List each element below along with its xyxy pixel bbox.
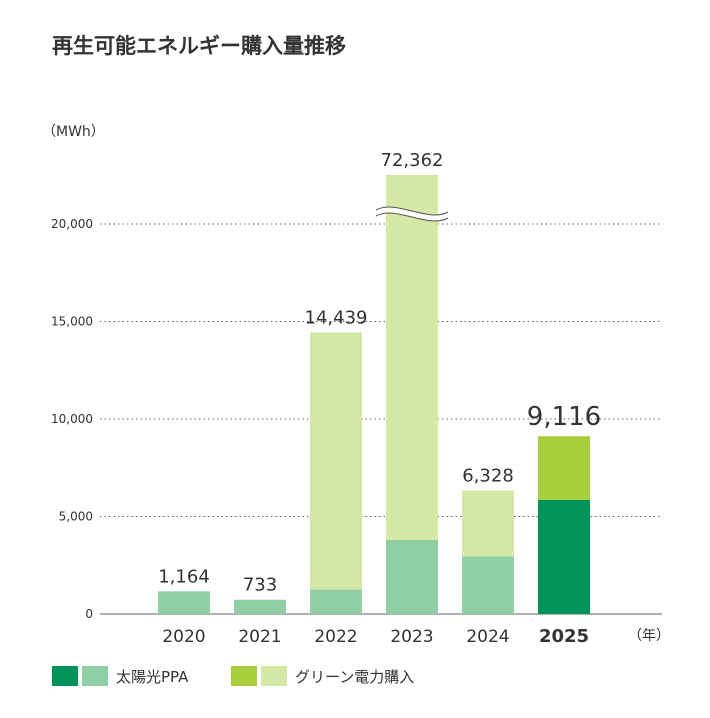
x-axis-ticks: 2020 2021 2022 2023 2024 2025 — [162, 626, 589, 647]
bar-segment — [234, 599, 286, 614]
x-tick-label: 2023 — [390, 627, 433, 647]
bar-segment — [462, 490, 514, 557]
bars — [158, 175, 590, 614]
y-tick-label: 5,000 — [59, 510, 93, 524]
x-tick-label: 2024 — [466, 627, 509, 647]
data-labels: 1,164 733 14,439 72,362 6,328 9,116 — [158, 150, 601, 596]
y-tick-label: 15,000 — [51, 315, 93, 329]
legend-label: 太陽光PPA — [116, 668, 189, 686]
legend-swatch — [231, 666, 257, 686]
chart-title: 再生可能エネルギー購入量推移 — [52, 34, 346, 58]
bar-segment — [462, 556, 514, 614]
data-label: 6,328 — [462, 466, 514, 487]
y-tick-label: 20,000 — [51, 217, 93, 231]
legend-item: 太陽光PPA — [52, 666, 189, 686]
axis-break-line — [375, 212, 449, 222]
bar-segment — [538, 436, 590, 500]
bar-segment — [158, 591, 210, 614]
data-label: 14,439 — [305, 307, 368, 328]
legend-swatch — [52, 666, 78, 686]
bar-segment — [310, 332, 362, 590]
x-axis-unit: （年） — [628, 628, 670, 644]
y-axis-unit: （MWh） — [42, 124, 105, 140]
x-tick-label: 2021 — [238, 627, 281, 647]
axis-break-line — [375, 206, 449, 216]
legend-swatch — [261, 666, 287, 686]
x-tick-label: 2022 — [314, 627, 357, 647]
data-label: 733 — [243, 575, 277, 596]
bar-segment — [386, 539, 438, 614]
legend-label: グリーン電力購入 — [295, 668, 414, 686]
legend: 太陽光PPA グリーン電力購入 — [52, 666, 414, 686]
bar-segment — [310, 589, 362, 614]
x-tick-label: 2025 — [539, 626, 589, 647]
data-label: 9,116 — [527, 402, 601, 432]
bar-segment — [538, 499, 590, 614]
y-axis-ticks: 0 5,000 10,000 15,000 20,000 — [51, 217, 93, 621]
data-label: 1,164 — [158, 566, 210, 587]
data-label: 72,362 — [381, 150, 444, 171]
bar-segment — [386, 175, 438, 540]
legend-swatch — [82, 666, 108, 686]
axis-break-gap — [376, 207, 448, 221]
x-tick-label: 2020 — [162, 627, 205, 647]
y-tick-label: 0 — [85, 607, 93, 621]
legend-item: グリーン電力購入 — [231, 666, 414, 686]
y-tick-label: 10,000 — [51, 412, 93, 426]
